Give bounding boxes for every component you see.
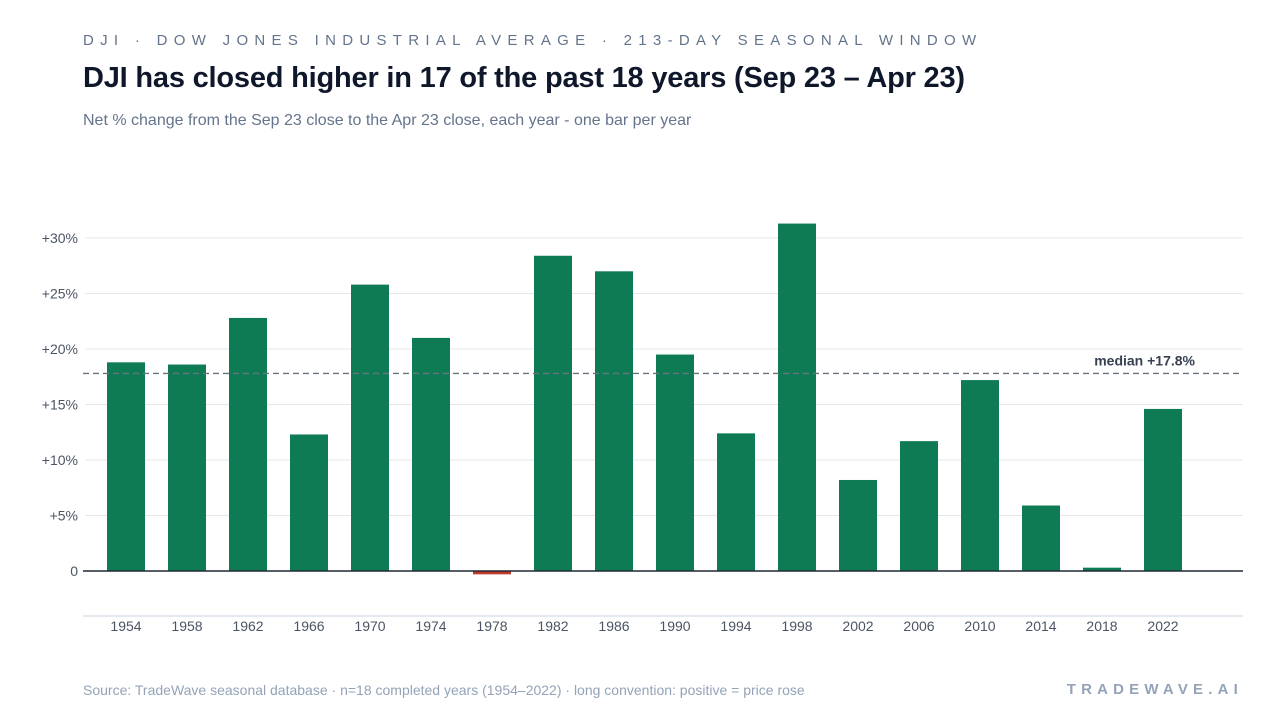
x-tick-label: 1970 <box>354 618 385 634</box>
chart-eyebrow: DJI · DOW JONES INDUSTRIAL AVERAGE · 213… <box>83 32 983 49</box>
x-tick-label: 1962 <box>232 618 263 634</box>
x-tick-label: 1958 <box>171 618 202 634</box>
bar-positive <box>229 317 267 571</box>
bar-positive <box>900 441 938 571</box>
bar-positive <box>351 284 389 571</box>
y-tick-label: +25% <box>42 286 78 302</box>
y-tick-label: +10% <box>42 452 78 468</box>
chart-subtitle: Net % change from the Sep 23 close to th… <box>83 112 692 129</box>
x-tick-label: 1954 <box>110 618 141 634</box>
x-tick-label: 1990 <box>659 618 690 634</box>
chart-title: DJI has closed higher in 17 of the past … <box>83 62 965 94</box>
x-tick-label: 2010 <box>964 618 995 634</box>
y-tick-label: +20% <box>42 341 78 357</box>
bar-positive <box>595 271 633 571</box>
y-tick-label: 0 <box>70 563 78 579</box>
x-tick-label: 2014 <box>1025 618 1056 634</box>
x-tick-label: 2002 <box>842 618 873 634</box>
x-tick-label: 1982 <box>537 618 568 634</box>
bar-positive <box>1144 408 1182 571</box>
bar-positive <box>534 255 572 571</box>
bar-positive <box>412 337 450 571</box>
x-tick-label: 1974 <box>415 618 446 634</box>
bar-positive <box>168 364 206 571</box>
source-note: Source: TradeWave seasonal database · n=… <box>83 682 805 698</box>
bar-negative <box>473 571 511 575</box>
bar-positive <box>961 380 999 571</box>
y-tick-label: +15% <box>42 397 78 413</box>
bar-positive <box>778 223 816 571</box>
x-tick-label: 1978 <box>476 618 507 634</box>
x-tick-label: 1994 <box>720 618 751 634</box>
bar-positive <box>656 354 694 571</box>
x-tick-label: 2018 <box>1086 618 1117 634</box>
x-tick-label: 1998 <box>781 618 812 634</box>
bar-positive <box>1083 567 1121 571</box>
bar-positive <box>290 434 328 571</box>
x-tick-label: 2006 <box>903 618 934 634</box>
x-tick-label: 1966 <box>293 618 324 634</box>
median-label: median +17.8% <box>1094 352 1195 368</box>
brand-logo: TRADEWAVE.AI <box>1066 681 1243 698</box>
bar-positive <box>107 362 145 571</box>
bar-positive <box>1022 505 1060 571</box>
x-tick-label: 2022 <box>1147 618 1178 634</box>
x-tick-label: 1986 <box>598 618 629 634</box>
bar-positive <box>839 479 877 571</box>
bar-positive <box>717 433 755 571</box>
y-tick-label: +30% <box>42 230 78 246</box>
y-tick-label: +5% <box>50 508 78 524</box>
